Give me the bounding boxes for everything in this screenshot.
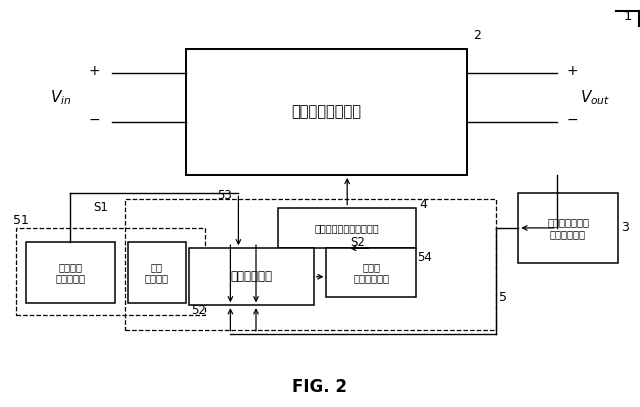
Text: +: + — [567, 64, 579, 78]
Text: インダクタ電流
検出ユニット: インダクタ電流 検出ユニット — [547, 217, 589, 239]
Text: S2: S2 — [351, 236, 365, 249]
Bar — [128, 242, 186, 303]
Text: 演算ユニット: 演算ユニット — [230, 270, 272, 283]
Bar — [186, 49, 467, 175]
Text: 電力変換ユニット: 電力変換ユニット — [291, 105, 362, 119]
Text: パルス
コントローラ: パルス コントローラ — [353, 262, 389, 284]
Text: 54: 54 — [417, 251, 432, 264]
Bar — [326, 248, 416, 297]
Text: 2: 2 — [474, 29, 481, 42]
Text: 3: 3 — [621, 221, 628, 234]
Text: +: + — [89, 64, 100, 78]
Text: −: − — [567, 113, 579, 127]
Text: 4: 4 — [419, 198, 427, 211]
Bar — [125, 199, 496, 330]
Text: $V_{in}$: $V_{in}$ — [50, 88, 72, 107]
Bar — [189, 248, 314, 305]
Text: 52: 52 — [191, 304, 205, 317]
Text: 51: 51 — [13, 214, 29, 227]
Bar — [278, 208, 416, 248]
Text: 1: 1 — [624, 10, 632, 23]
Text: FIG. 2: FIG. 2 — [292, 379, 348, 396]
Bar — [518, 193, 618, 263]
Bar — [16, 228, 205, 315]
Bar — [26, 242, 115, 303]
Text: ローサイド駆動ユニット: ローサイド駆動ユニット — [315, 223, 380, 233]
Text: S1: S1 — [93, 201, 108, 214]
Text: 53: 53 — [218, 189, 232, 202]
Text: 記憶
ユニット: 記憶 ユニット — [145, 262, 169, 284]
Text: 5: 5 — [499, 291, 508, 304]
Text: 調光信号
プロセッサ: 調光信号 プロセッサ — [56, 262, 85, 284]
Text: −: − — [89, 113, 100, 127]
Text: $V_{out}$: $V_{out}$ — [580, 88, 611, 107]
